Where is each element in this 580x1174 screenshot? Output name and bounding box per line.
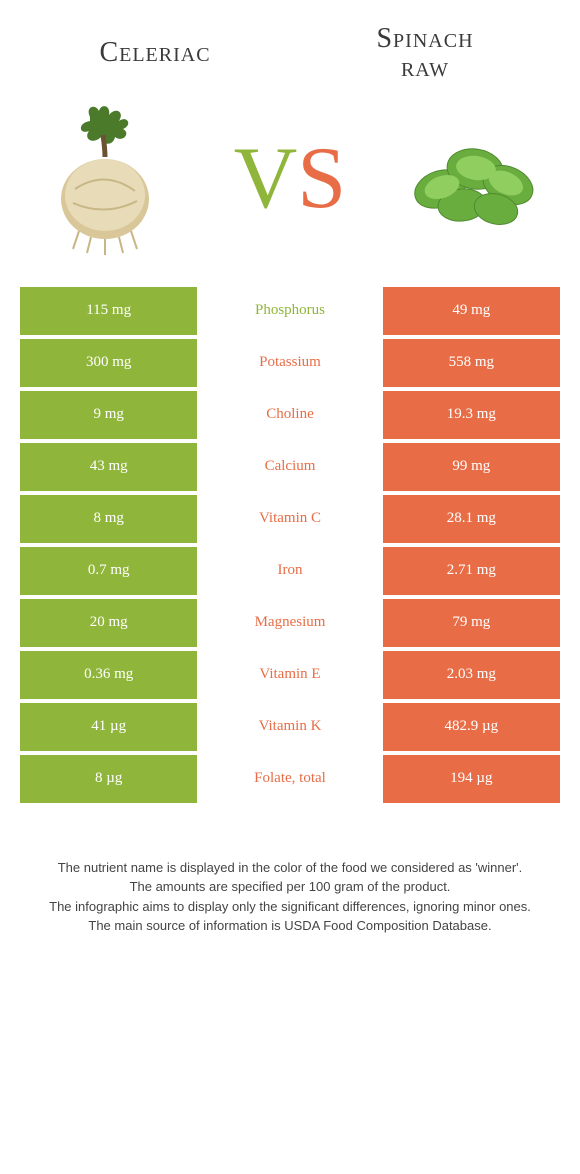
footnotes: The nutrient name is displayed in the co… [20, 859, 560, 935]
left-value-cell: 20 mg [20, 599, 197, 647]
images-row: VS [20, 99, 560, 259]
footnote-line: The amounts are specified per 100 gram o… [48, 878, 532, 896]
right-value-cell: 2.03 mg [383, 651, 560, 699]
left-value-cell: 8 µg [20, 755, 197, 803]
nutrient-label-cell: Choline [201, 391, 378, 439]
right-value-cell: 19.3 mg [383, 391, 560, 439]
table-row: 0.36 mgVitamin E2.03 mg [20, 651, 560, 699]
right-value-cell: 194 µg [383, 755, 560, 803]
right-value-cell: 482.9 µg [383, 703, 560, 751]
nutrient-label-cell: Potassium [201, 339, 378, 387]
header: Celeriac Spinach raw [20, 24, 560, 83]
table-row: 8 mgVitamin C28.1 mg [20, 495, 560, 543]
left-value-cell: 41 µg [20, 703, 197, 751]
right-value-cell: 558 mg [383, 339, 560, 387]
footnote-line: The nutrient name is displayed in the co… [48, 859, 532, 877]
nutrient-label-cell: Folate, total [201, 755, 378, 803]
nutrient-label-cell: Calcium [201, 443, 378, 491]
right-value-cell: 49 mg [383, 287, 560, 335]
right-value-cell: 79 mg [383, 599, 560, 647]
table-row: 300 mgPotassium558 mg [20, 339, 560, 387]
vs-v: V [234, 128, 298, 229]
nutrient-label-cell: Vitamin E [201, 651, 378, 699]
nutrient-label-cell: Magnesium [201, 599, 378, 647]
table-row: 0.7 mgIron2.71 mg [20, 547, 560, 595]
nutrient-label-cell: Phosphorus [201, 287, 378, 335]
table-row: 41 µgVitamin K482.9 µg [20, 703, 560, 751]
footnote-line: The main source of information is USDA F… [48, 917, 532, 935]
table-row: 9 mgCholine19.3 mg [20, 391, 560, 439]
left-value-cell: 300 mg [20, 339, 197, 387]
comparison-table: 115 mgPhosphorus49 mg300 mgPotassium558 … [20, 287, 560, 803]
table-row: 115 mgPhosphorus49 mg [20, 287, 560, 335]
right-food-title-line1: Spinach [290, 24, 560, 53]
celeriac-icon [35, 99, 175, 259]
vs-label: VS [234, 128, 347, 229]
left-value-cell: 115 mg [20, 287, 197, 335]
spinach-icon [400, 119, 550, 239]
nutrient-label-cell: Vitamin C [201, 495, 378, 543]
footnote-line: The infographic aims to display only the… [48, 898, 532, 916]
table-row: 8 µgFolate, total194 µg [20, 755, 560, 803]
left-value-cell: 9 mg [20, 391, 197, 439]
right-value-cell: 99 mg [383, 443, 560, 491]
nutrient-label-cell: Iron [201, 547, 378, 595]
right-value-cell: 2.71 mg [383, 547, 560, 595]
spinach-image [400, 99, 550, 259]
right-food-title: Spinach raw [290, 24, 560, 83]
left-value-cell: 0.36 mg [20, 651, 197, 699]
table-row: 20 mgMagnesium79 mg [20, 599, 560, 647]
left-food-title: Celeriac [20, 37, 290, 69]
table-row: 43 mgCalcium99 mg [20, 443, 560, 491]
nutrient-label-cell: Vitamin K [201, 703, 378, 751]
left-value-cell: 8 mg [20, 495, 197, 543]
celeriac-image [30, 99, 180, 259]
left-value-cell: 0.7 mg [20, 547, 197, 595]
vs-s: S [297, 128, 346, 229]
left-value-cell: 43 mg [20, 443, 197, 491]
right-value-cell: 28.1 mg [383, 495, 560, 543]
right-food-title-line2: raw [290, 53, 560, 82]
